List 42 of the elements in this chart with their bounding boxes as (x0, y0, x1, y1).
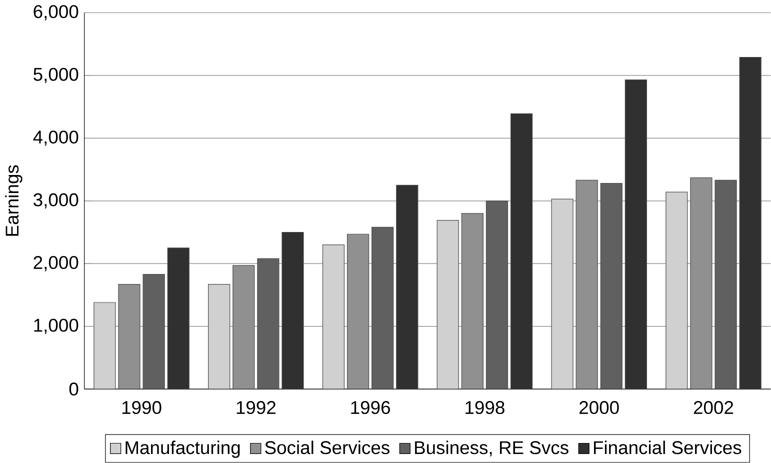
y-tick-label: 6,000 (34, 5, 78, 20)
bar (436, 220, 459, 390)
x-tick-label: 2000 (580, 401, 619, 414)
bar (739, 57, 762, 390)
y-tick-label: 2,000 (34, 256, 78, 272)
x-tick-label: 2002 (694, 401, 734, 414)
bar (257, 258, 280, 390)
bar (396, 185, 418, 390)
bar (486, 200, 508, 390)
bar (118, 284, 140, 390)
y-tick-label: 1,000 (34, 318, 78, 334)
bar (666, 192, 688, 390)
bar (94, 302, 116, 390)
bar (346, 234, 370, 390)
legend-label: Social Services (265, 440, 390, 454)
bar (167, 248, 190, 390)
y-axis-title: Earnings (5, 165, 22, 236)
legend-label: Financial Services (594, 440, 742, 454)
y-tick-label: 5,000 (34, 68, 78, 84)
legend-label: Manufacturing (126, 440, 240, 458)
bar (282, 232, 304, 390)
bar (510, 114, 533, 390)
legend-label: Business, RE Svcs (415, 440, 568, 456)
bar (600, 183, 622, 390)
bar (551, 198, 574, 390)
bar (624, 80, 647, 390)
x-tick-label: 1992 (236, 401, 276, 414)
bar (208, 284, 230, 390)
bar (576, 180, 598, 390)
y-tick-label: 3,000 (34, 193, 78, 209)
x-tick-label: 1996 (351, 401, 390, 414)
y-tick-label: 4,000 (33, 130, 78, 146)
x-tick-label: 1998 (466, 401, 504, 414)
bar (142, 274, 165, 390)
bar (232, 265, 255, 390)
bar (372, 227, 394, 390)
bar (461, 213, 484, 390)
bar (714, 180, 737, 390)
bar (690, 177, 712, 390)
y-tick-label: 0 (69, 382, 78, 396)
bar (322, 244, 345, 390)
x-tick-label: 1990 (122, 401, 162, 414)
